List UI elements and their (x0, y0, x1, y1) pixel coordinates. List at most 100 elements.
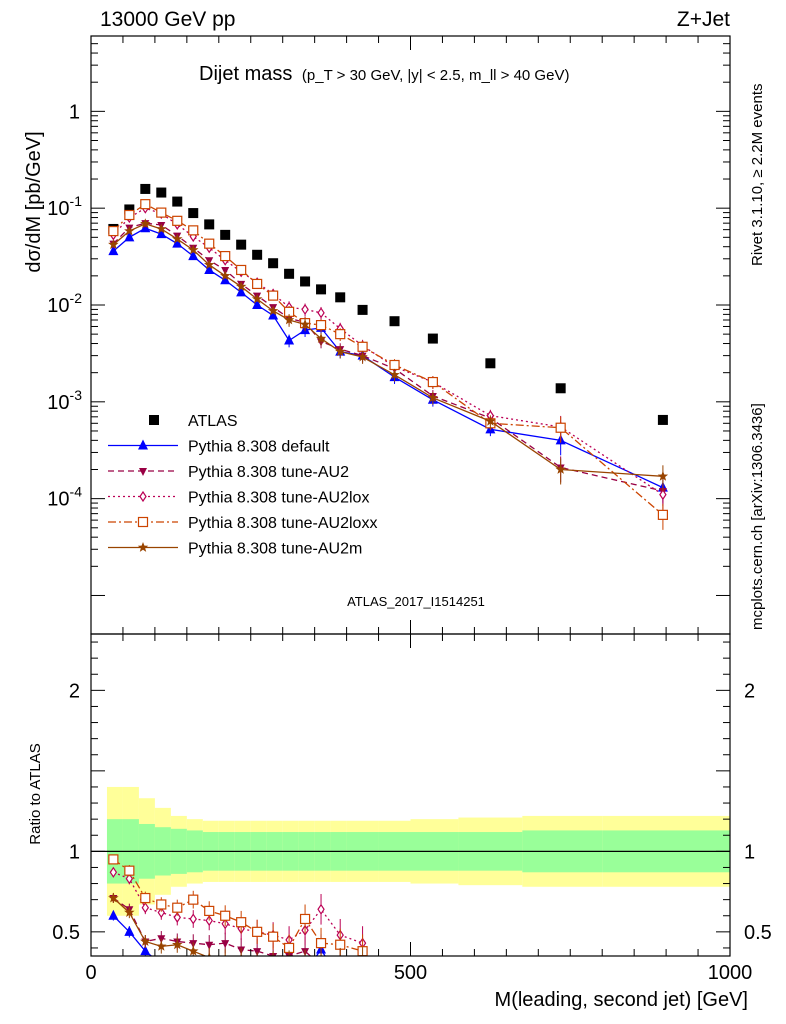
x-tick-label: 1000 (708, 962, 753, 984)
ratio-point-au2loxx (236, 917, 247, 928)
point-au2loxx (268, 290, 279, 301)
legend-label-default: Pythia 8.308 default (188, 439, 330, 456)
point-au2lox (659, 489, 667, 501)
point-au2m (172, 233, 183, 244)
ratio-point-default (220, 974, 230, 984)
point-data (427, 333, 438, 344)
point-au2m (555, 464, 566, 474)
y-tick-label-ratio: 2 (69, 680, 80, 702)
point-au2loxx (188, 225, 199, 236)
x-tick-label: 500 (394, 962, 427, 984)
ratio-point-au2loxx (220, 910, 231, 921)
ratio-point-au2lox (317, 903, 325, 915)
ratio-point-au2m (204, 952, 215, 956)
plot-title: Dijet mass (p_T > 30 GeV, |y| < 2.5, m_l… (199, 63, 569, 85)
y-axis-label-ratio: Ratio to ATLAS (27, 743, 44, 844)
point-data (657, 414, 668, 425)
ratio-point-au2m (316, 959, 327, 969)
legend-marker-default (138, 439, 148, 450)
legend-label-au2m: Pythia 8.308 tune-AU2m (188, 541, 362, 558)
point-au2loxx (315, 319, 327, 331)
point-default (188, 250, 199, 261)
point-au2m (220, 270, 231, 281)
point-default (204, 263, 215, 274)
ratio-point-au2loxx (299, 913, 311, 925)
y-tick-label-main: 10-2 (47, 290, 82, 317)
point-data (268, 258, 279, 269)
main-panel-marks (108, 183, 669, 530)
ratio-point-default (335, 974, 345, 984)
ratio-point-au2m (108, 892, 119, 903)
point-data (284, 268, 295, 279)
point-default (108, 245, 119, 256)
ratio-point-au2 (359, 963, 367, 971)
point-data (485, 358, 496, 369)
point-data (300, 276, 311, 287)
point-data (357, 304, 368, 315)
ratio-point-default (252, 974, 262, 984)
point-default (252, 298, 263, 309)
point-default (124, 231, 135, 242)
point-au2m (427, 392, 439, 403)
point-au2m (235, 281, 247, 291)
ratio-point-au2m (140, 936, 151, 946)
ratio-point-default (156, 958, 166, 968)
y-tick-label-main: 10-1 (47, 193, 82, 220)
legend-marker-au2 (139, 468, 147, 476)
point-default (172, 237, 183, 248)
ratio-line-au2lox (113, 871, 363, 944)
point-au2m (140, 218, 151, 229)
point-au2m (389, 369, 400, 380)
point-data (204, 219, 215, 230)
point-au2m (283, 314, 295, 325)
y-tick-label-ratio-right: 2 (744, 680, 755, 702)
point-data (220, 229, 231, 240)
ratio-point-au2loxx (204, 905, 215, 917)
legend-marker-au2m (137, 542, 149, 552)
legend-label-au2: Pythia 8.308 tune-AU2 (188, 464, 349, 481)
point-au2loxx (252, 278, 263, 290)
point-au2loxx (389, 359, 400, 371)
ratio-point-au2loxx (108, 854, 119, 865)
point-au2m (657, 470, 669, 481)
point-data (555, 383, 566, 394)
collision-label: 13000 GeV pp (100, 8, 235, 31)
y-tick-label-ratio: 1 (69, 841, 80, 863)
point-default (236, 286, 247, 297)
ratio-point-default (268, 976, 278, 986)
ratio-panel-marks (108, 854, 368, 986)
legend-label-au2lox: Pythia 8.308 tune-AU2lox (188, 490, 369, 507)
ratio-point-au2m (268, 959, 278, 969)
ratio-point-default (358, 958, 368, 968)
point-data (335, 292, 346, 303)
point-data (172, 196, 183, 207)
point-au2loxx (555, 422, 566, 433)
ratio-point-au2lox (189, 913, 197, 925)
point-au2loxx (657, 509, 669, 520)
y-tick-label-ratio-right: 1 (744, 841, 755, 863)
ratio-line-au2m (112, 897, 207, 956)
point-data (316, 284, 327, 295)
y-axis-label-main: dσ/dM [pb/GeV] (23, 131, 45, 272)
point-au2m (335, 346, 346, 357)
plot-title-cuts: (p_T > 30 GeV, |y| < 2.5, m_ll > 40 GeV) (302, 67, 570, 84)
legend-marker-au2lox (139, 490, 147, 503)
ratio-point-au2 (221, 940, 230, 949)
ratio-point-default (204, 971, 214, 981)
ratio-point-default (108, 909, 119, 920)
ratio-point-au2loxx (140, 892, 151, 904)
point-au2m (315, 333, 327, 343)
ratio-point-au2m (188, 945, 199, 956)
ratio-point-default (188, 968, 198, 978)
legend-marker-au2loxx (137, 516, 149, 528)
y-tick-label-ratio-right: 0.5 (744, 922, 772, 944)
ratio-point-default (284, 974, 294, 984)
ratio-point-au2loxx (335, 939, 346, 950)
ratio-uncertainty-bands (91, 786, 730, 916)
point-au2m (267, 305, 279, 316)
x-axis-label: M(leading, second jet) [GeV] (495, 989, 748, 1011)
point-default (220, 274, 231, 285)
plot-title-main: Dijet mass (199, 63, 292, 85)
y-tick-label-main: 10-4 (47, 484, 82, 511)
